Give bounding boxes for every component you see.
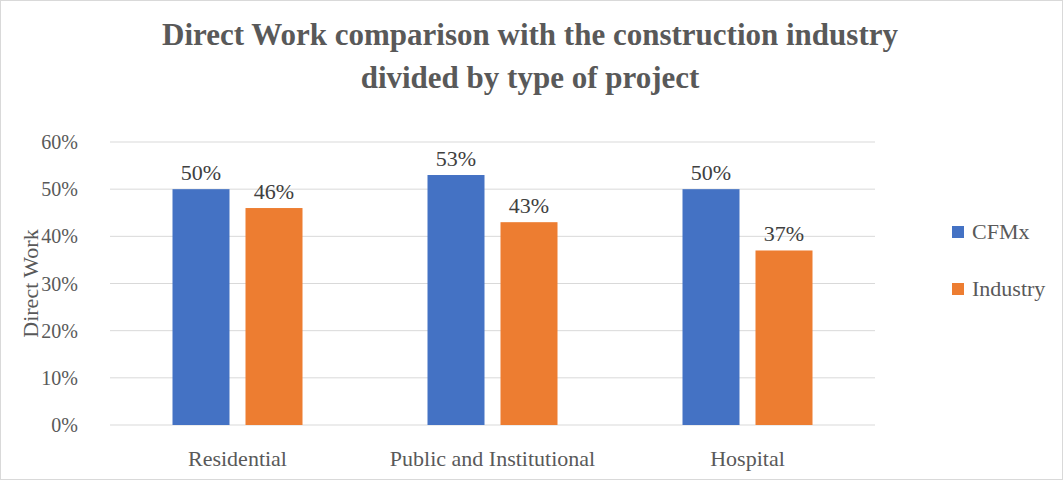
- data-label: 53%: [436, 146, 476, 171]
- y-axis-label: Direct Work: [18, 229, 43, 337]
- x-tick-label: Hospital: [710, 446, 785, 471]
- data-label: 37%: [764, 221, 804, 246]
- grid-line: [110, 142, 875, 143]
- data-label: 50%: [691, 160, 731, 185]
- bar: [173, 189, 230, 425]
- y-tick-label: 30%: [41, 273, 78, 295]
- y-tick-label: 60%: [41, 131, 78, 153]
- x-tick-label: Residential: [188, 446, 287, 471]
- legend-swatch: [952, 283, 964, 295]
- y-tick-label: 40%: [41, 225, 78, 247]
- bar: [428, 175, 485, 425]
- y-tick-label: 20%: [41, 320, 78, 342]
- bar: [756, 250, 813, 425]
- x-tick-label: Public and Institutional: [390, 446, 595, 471]
- bar: [683, 189, 740, 425]
- y-tick-label: 50%: [41, 178, 78, 200]
- data-label: 50%: [181, 160, 221, 185]
- bar: [501, 222, 558, 425]
- legend-swatch: [952, 226, 964, 238]
- title-line: divided by type of project: [361, 60, 700, 95]
- title-line: Direct Work comparison with the construc…: [162, 17, 898, 52]
- legend-label: CFMx: [972, 219, 1029, 244]
- y-tick-label: 0%: [51, 414, 78, 436]
- legend-label: Industry: [972, 276, 1045, 301]
- y-tick-label: 10%: [41, 367, 78, 389]
- bar: [246, 208, 303, 425]
- data-label: 43%: [509, 193, 549, 218]
- chart: Direct Work comparison with the construc…: [0, 0, 1063, 480]
- plot-area: [173, 175, 813, 425]
- data-label: 46%: [254, 179, 294, 204]
- chart-border: [1, 1, 1063, 480]
- title: Direct Work comparison with the construc…: [162, 17, 898, 95]
